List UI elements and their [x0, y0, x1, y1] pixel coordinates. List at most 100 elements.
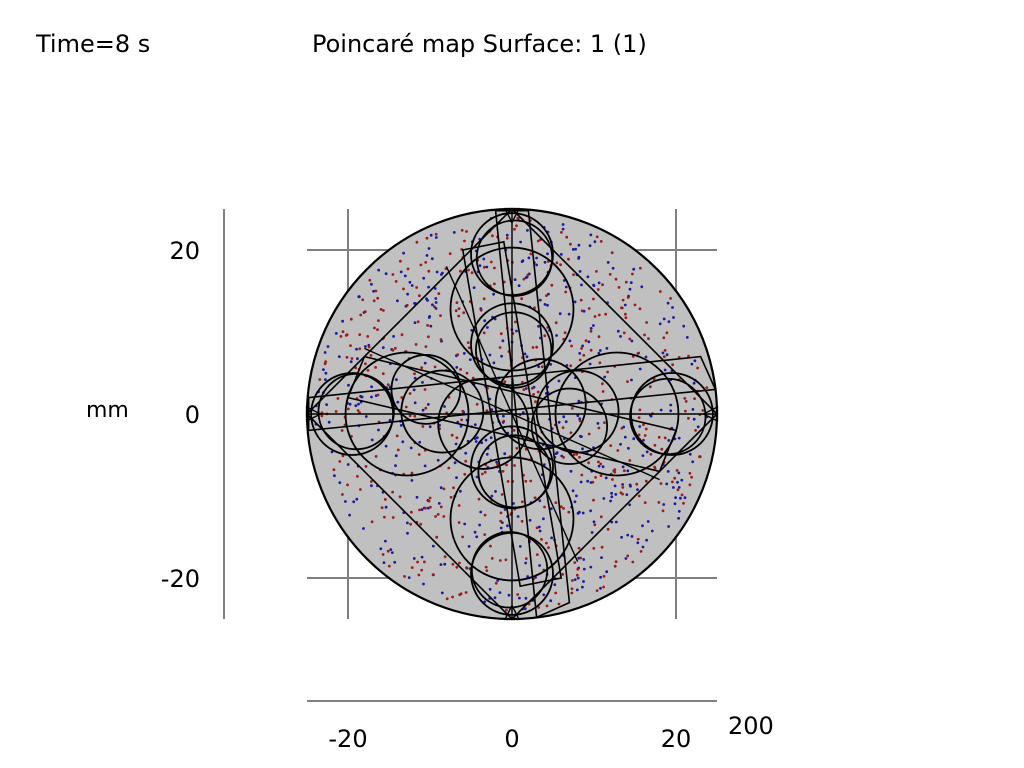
scatter-point [677, 436, 681, 440]
scatter-point [606, 261, 610, 264]
scatter-point [488, 587, 492, 591]
scatter-point [485, 265, 489, 269]
scatter-point [494, 581, 498, 585]
scatter-point [671, 306, 674, 309]
scatter-point [620, 535, 623, 539]
scatter-point [543, 334, 547, 338]
scatter-point [543, 505, 546, 509]
scatter-point [567, 257, 570, 261]
scatter-point [399, 270, 403, 274]
scatter-point [597, 351, 601, 355]
scatter-point [600, 556, 603, 559]
scatter-point [399, 259, 402, 263]
scatter-point [363, 310, 367, 313]
scatter-point [579, 556, 583, 560]
scatter-point [334, 410, 338, 413]
scatter-point [578, 455, 581, 459]
scatter-point [413, 372, 416, 376]
scatter-point [542, 593, 546, 597]
scatter-point [650, 529, 654, 533]
scatter-point [396, 448, 400, 452]
scatter-point [384, 272, 388, 276]
scatter-point [512, 502, 515, 505]
geometry-circle [554, 351, 680, 477]
scatter-point [624, 280, 628, 284]
scatter-point [320, 414, 324, 418]
scatter-point [499, 511, 503, 515]
scatter-point [609, 499, 612, 503]
scatter-point [459, 424, 463, 428]
scatter-point [630, 535, 634, 538]
scatter-point [638, 425, 642, 428]
scatter-point [513, 278, 517, 281]
scatter-point [581, 511, 585, 515]
scatter-point [589, 509, 592, 513]
scatter-point [401, 440, 405, 444]
scatter-point [661, 351, 665, 355]
scatter-point [384, 539, 387, 543]
scatter-point [427, 269, 431, 273]
scatter-point [492, 292, 495, 296]
scatter-point [614, 520, 618, 524]
scatter-point [667, 320, 671, 323]
scatter-point [629, 281, 633, 284]
time-label: Time=8 s [36, 30, 151, 58]
geometry-circle [437, 377, 530, 470]
scatter-point [473, 423, 477, 427]
scatter-point [423, 361, 427, 365]
scatter-point [384, 444, 388, 448]
scatter-point [390, 551, 394, 554]
scatter-point [345, 333, 349, 336]
scatter-point [337, 355, 341, 358]
scatter-point [420, 366, 424, 370]
scatter-point [370, 480, 373, 483]
scatter-point [409, 446, 413, 450]
scatter-point [596, 422, 600, 425]
scatter-point [569, 242, 572, 246]
scatter-point [605, 570, 609, 574]
scatter-point [408, 414, 412, 418]
scatter-point [370, 395, 373, 399]
scatter-point [580, 473, 584, 477]
scatter-point [626, 533, 630, 537]
scatter-point [621, 492, 624, 496]
scatter-point [404, 405, 408, 409]
scatter-point [663, 368, 667, 372]
scatter-point [690, 475, 693, 479]
scatter-point [638, 408, 642, 412]
scatter-point [645, 321, 648, 324]
scatter-point [546, 303, 549, 307]
scatter-point [561, 227, 565, 231]
scatter-point [579, 434, 582, 438]
scatter-point [669, 297, 672, 300]
scatter-point [443, 555, 447, 559]
scatter-point [593, 240, 597, 244]
scatter-point [453, 461, 457, 465]
scatter-point [645, 538, 648, 542]
scatter-point [693, 397, 696, 400]
geometry-circle [470, 302, 554, 387]
scatter-point [422, 582, 425, 586]
scatter-point [578, 270, 582, 273]
scatter-point [600, 545, 604, 549]
scatter-point [461, 409, 465, 413]
scatter-point [338, 460, 342, 463]
scatter-point [595, 235, 599, 239]
scatter-point [537, 324, 540, 328]
scatter-point [592, 284, 596, 287]
scatter-point [442, 487, 446, 491]
scatter-point [562, 279, 566, 282]
scatter-point [602, 574, 606, 578]
geometry-circle [475, 311, 553, 389]
scatter-point [554, 321, 558, 325]
scatter-point [684, 400, 688, 403]
scatter-point [490, 408, 494, 412]
scatter-point [428, 425, 432, 429]
scatter-point [407, 576, 411, 579]
scatter-point [582, 567, 586, 571]
scatter-point [601, 390, 605, 393]
scatter-point [597, 460, 600, 464]
scatter-point [545, 541, 548, 545]
scatter-point [661, 509, 665, 513]
scatter-point [592, 546, 596, 550]
